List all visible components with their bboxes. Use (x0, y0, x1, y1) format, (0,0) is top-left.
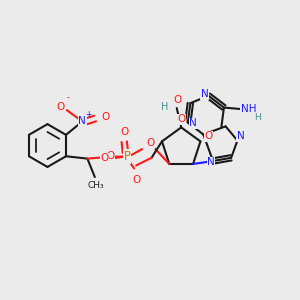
Text: O: O (173, 95, 182, 105)
Text: N: N (207, 157, 215, 167)
Text: N: N (201, 89, 209, 99)
Text: O: O (146, 138, 154, 148)
Text: H: H (254, 113, 261, 122)
Text: O: O (56, 102, 64, 112)
Text: N: N (236, 131, 244, 141)
Text: O: O (101, 112, 109, 122)
Text: N: N (79, 116, 86, 127)
Text: O: O (121, 127, 129, 136)
Text: P: P (124, 150, 131, 163)
Text: N: N (189, 118, 197, 128)
Text: NH: NH (241, 104, 256, 114)
Text: O: O (100, 153, 109, 163)
Text: O: O (106, 151, 114, 160)
Text: O: O (205, 131, 213, 141)
Text: H: H (160, 102, 168, 112)
Text: CH₃: CH₃ (88, 181, 105, 190)
Text: -: - (67, 93, 70, 102)
Text: O: O (132, 175, 140, 185)
Text: +: + (86, 110, 92, 119)
Text: O: O (177, 114, 185, 124)
